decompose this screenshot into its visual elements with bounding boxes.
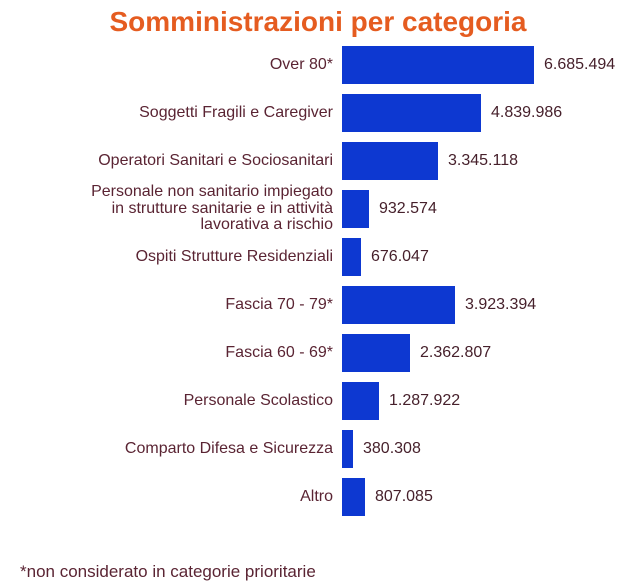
category-label: Fascia 70 - 79* xyxy=(225,295,333,313)
chart-row: Altro 807.085 xyxy=(0,473,636,521)
value-label: 380.308 xyxy=(363,440,421,457)
value-label: 1.287.922 xyxy=(389,392,461,409)
value-label: 3.345.118 xyxy=(448,152,518,169)
chart-row: Personale Scolastico 1.287.922 xyxy=(0,377,636,425)
bar xyxy=(342,286,455,324)
bar xyxy=(342,478,365,516)
category-label: Personale Scolastico xyxy=(183,391,333,409)
category-label: Personale non sanitario impiegato in str… xyxy=(91,183,333,234)
category-label: Operatori Sanitari e Sociosanitari xyxy=(98,151,333,169)
chart-row: Comparto Difesa e Sicurezza 380.308 xyxy=(0,425,636,473)
value-label: 6.685.494 xyxy=(544,56,616,73)
value-label: 3.923.394 xyxy=(465,296,537,313)
chart-row: Fascia 70 - 79* 3.923.394 xyxy=(0,281,636,329)
value-label: 2.362.807 xyxy=(420,344,492,361)
chart-row: Fascia 60 - 69* 2.362.807 xyxy=(0,329,636,377)
chart-row: Personale non sanitario impiegato in str… xyxy=(0,183,636,234)
bar xyxy=(342,142,438,180)
category-label: Fascia 60 - 69* xyxy=(225,343,333,361)
footnote: *non considerato in categorie prioritari… xyxy=(20,562,316,581)
category-label: Over 80* xyxy=(269,55,333,73)
chart-row: Operatori Sanitari e Sociosanitari 3.345.… xyxy=(0,137,636,185)
category-label: Comparto Difesa e Sicurezza xyxy=(124,439,333,457)
category-label: Ospiti Strutture Residenziali xyxy=(135,247,333,265)
value-label: 932.574 xyxy=(379,200,437,217)
bar-chart: Over 80* 6.685.494 Soggetti Fragili e Care… xyxy=(0,41,636,521)
bar xyxy=(342,430,353,468)
bar xyxy=(342,382,379,420)
category-label: Altro xyxy=(300,487,333,505)
value-label: 676.047 xyxy=(371,248,429,265)
category-label: Soggetti Fragili e Caregiver xyxy=(139,103,333,121)
bar xyxy=(342,238,361,276)
bar xyxy=(342,46,534,84)
chart-row: Soggetti Fragili e Caregiver 4.839.986 xyxy=(0,89,636,137)
bar xyxy=(342,190,369,228)
chart-row: Ospiti Strutture Residenziali 676.047 xyxy=(0,233,636,281)
chart-row: Over 80* 6.685.494 xyxy=(0,41,636,89)
bar xyxy=(342,94,481,132)
chart-title: Somministrazioni per categoria xyxy=(109,6,527,37)
value-label: 807.085 xyxy=(375,488,433,505)
bar xyxy=(342,334,410,372)
value-label: 4.839.986 xyxy=(491,104,563,121)
